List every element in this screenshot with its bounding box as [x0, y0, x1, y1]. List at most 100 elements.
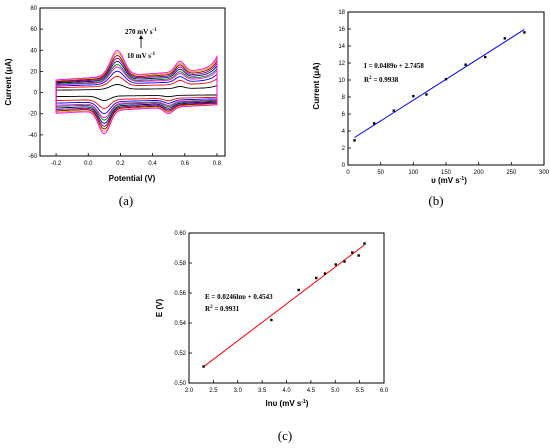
c-x-tick-label: 3.0 — [234, 388, 243, 394]
b-y-tick-label: 12 — [338, 61, 345, 67]
c-data-point — [334, 263, 337, 266]
b-y-tick-label: 14 — [338, 44, 345, 50]
scatter-c — [202, 242, 366, 368]
y-axis-label-b: Current (μA) — [312, 62, 321, 109]
a-y-tick-label: -40 — [28, 133, 37, 139]
axis-ticks-a: -0.2 0.0 0.2 0.4 0.6 0.8 -60 -40 -20 0 20 40 60 80 — [28, 6, 221, 167]
c-x-tick-label: 5.5 — [355, 388, 364, 394]
a-y-tick-label: -20 — [28, 112, 37, 118]
a-y-tick-label: 20 — [30, 69, 37, 75]
y-axis-label-c: E (V) — [155, 299, 164, 318]
cv-curves — [55, 50, 218, 135]
c-y-tick-label: 0.50 — [174, 381, 186, 387]
c-x-tick-label: 6.0 — [380, 388, 389, 394]
c-data-point — [357, 254, 360, 257]
a-x-tick-label: 0.2 — [116, 161, 125, 167]
y-axis-label-a: Current (μA) — [4, 58, 13, 105]
b-data-point — [392, 109, 395, 112]
b-y-tick-label: 8 — [342, 95, 346, 101]
equation-b: I = 0.0489υ + 2.7458 — [364, 62, 424, 70]
a-x-tick-label: 0.0 — [84, 161, 93, 167]
c-x-tick-label: 2.0 — [185, 388, 194, 394]
b-data-point — [523, 31, 526, 34]
b-x-tick-label: 0 — [346, 170, 350, 176]
arrow-head — [139, 35, 143, 39]
c-x-tick-label: 4.0 — [282, 388, 291, 394]
b-x-tick-label: 200 — [474, 170, 485, 176]
b-y-tick-label: 18 — [338, 10, 345, 16]
r2-b: R2 = 0.9938 — [364, 76, 399, 84]
b-y-tick-label: 0 — [342, 163, 346, 169]
plot-frame-a — [39, 7, 226, 157]
b-x-tick-label: 250 — [506, 170, 517, 176]
a-x-tick-label: 0.6 — [181, 161, 190, 167]
c-data-point — [351, 251, 354, 254]
b-x-tick-label: 50 — [377, 170, 384, 176]
cv-curve-180 — [55, 57, 218, 127]
a-y-tick-label: -60 — [28, 154, 37, 160]
equation-c: E = 0.0246lnυ + 0.4543 — [205, 293, 273, 301]
b-y-tick-label: 16 — [338, 27, 345, 33]
panel-b-current-vs-scan-rate: 0 50 100 150 200 250 300 0 2 4 6 8 10 12 14 16 18 I = 0.… — [312, 10, 550, 185]
b-data-point — [503, 37, 506, 40]
x-axis-label-b: υ (mV s-1) — [431, 176, 467, 185]
c-data-point — [363, 242, 366, 245]
axis-ticks-c: 2.0 2.5 3.0 3.5 4.0 4.5 5.0 5.5 6.0 0.50 0.52 0.54 0… — [174, 231, 389, 394]
b-data-point — [412, 94, 415, 98]
a-x-tick-label: 0.8 — [213, 161, 222, 167]
x-axis-label-a: Potential (V) — [109, 174, 156, 183]
c-x-tick-label: 5.0 — [331, 388, 340, 394]
b-data-point — [484, 55, 487, 59]
cv-curve-210 — [55, 55, 218, 130]
b-fit-line — [354, 29, 525, 138]
c-y-tick-label: 0.54 — [174, 321, 186, 327]
b-x-tick-label: 300 — [539, 170, 550, 176]
a-x-tick-label: -0.2 — [51, 161, 62, 167]
cv-curve-270 — [55, 50, 218, 135]
c-y-tick-label: 0.56 — [174, 291, 186, 297]
a-x-tick-label: 0.4 — [148, 161, 157, 167]
b-x-tick-label: 150 — [441, 170, 452, 176]
a-y-tick-label: 40 — [30, 48, 37, 54]
c-data-point — [270, 318, 273, 322]
scatter-b — [353, 29, 526, 142]
annotation-10: 10 mV s-1 — [127, 52, 156, 60]
r2-c: R2 = 0.9931 — [205, 305, 240, 313]
axis-ticks-b: 0 50 100 150 200 250 300 0 2 4 6 8 10 12 14 16 18 — [338, 10, 549, 176]
c-data-point — [297, 288, 300, 292]
plot-frame-b — [347, 11, 545, 166]
cv-curve-240 — [55, 52, 218, 133]
c-x-tick-label: 3.5 — [258, 388, 267, 394]
c-data-point — [202, 365, 205, 368]
c-y-tick-label: 0.60 — [174, 231, 186, 237]
a-y-tick-label: 80 — [30, 6, 37, 12]
b-data-point — [464, 63, 467, 66]
b-x-tick-label: 100 — [408, 170, 419, 176]
x-axis-label-c: lnυ (mV s-1) — [266, 399, 309, 408]
b-y-tick-label: 2 — [342, 146, 346, 152]
b-data-point — [353, 139, 356, 142]
b-data-point — [425, 93, 428, 96]
c-data-point — [323, 272, 327, 275]
c-y-tick-label: 0.58 — [174, 261, 186, 267]
panel-c-potential-vs-ln-scan-rate: 2.0 2.5 3.0 3.5 4.0 4.5 5.0 5.5 6.0 0.50 0.52 0.54 0… — [155, 231, 389, 408]
c-x-tick-label: 2.5 — [209, 388, 218, 394]
b-y-tick-label: 6 — [342, 112, 346, 118]
annotation-270: 270 mV s-1 — [125, 28, 157, 36]
c-y-tick-label: 0.52 — [174, 351, 186, 357]
panel-a-cyclic-voltammogram: -0.2 0.0 0.2 0.4 0.6 0.8 -60 -40 -20 0 20 40 60 80 Po… — [4, 6, 226, 183]
b-data-point — [372, 122, 376, 125]
b-y-tick-label: 10 — [338, 78, 345, 84]
panel-label-a: (a) — [119, 193, 133, 208]
panel-label-b: (b) — [428, 193, 443, 208]
c-data-point — [343, 260, 346, 263]
c-data-point — [315, 276, 318, 280]
c-x-tick-label: 4.5 — [307, 388, 316, 394]
a-y-tick-label: 60 — [30, 27, 37, 33]
b-data-point — [444, 77, 448, 81]
b-y-tick-label: 4 — [342, 129, 346, 135]
panel-label-c: (c) — [278, 428, 292, 443]
c-fit-line — [203, 244, 365, 368]
a-y-tick-label: 0 — [34, 91, 38, 97]
